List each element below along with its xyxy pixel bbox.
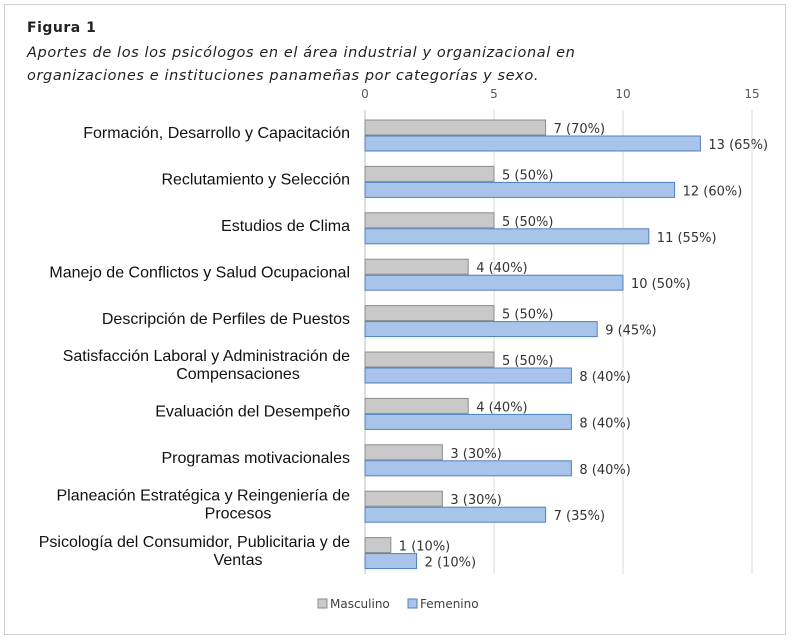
data-label: 5 (50%) (502, 354, 553, 369)
figure-caption: Aportes de los los psicólogos en el área… (27, 45, 576, 84)
data-label: 13 (65%) (708, 138, 768, 153)
bar-masculino (364, 119, 547, 136)
data-label: 3 (30%) (450, 493, 501, 508)
x-tick-label: 15 (744, 87, 759, 101)
bar-masculino (364, 212, 495, 229)
x-tick-label: 10 (615, 87, 630, 101)
data-label: 1 (10%) (399, 540, 450, 555)
bar-masculino (364, 490, 443, 507)
data-label: 5 (50%) (502, 308, 553, 323)
legend-swatch (407, 598, 418, 609)
bar-femenino (364, 321, 598, 338)
x-tick-label: 5 (490, 87, 498, 101)
bar-masculino (364, 537, 392, 554)
category-label: Manejo de Conflictos y Salud Ocupacional (49, 264, 350, 281)
chart-frame (4, 4, 786, 635)
bar-femenino (364, 367, 572, 384)
category-label: Formación, Desarrollo y Capacitación (83, 125, 350, 142)
category-label: Satisfacción Laboral y Administración de… (63, 348, 350, 383)
data-label: 5 (50%) (502, 168, 553, 183)
data-label: 8 (40%) (579, 463, 630, 478)
legend-swatch (317, 598, 328, 609)
bar-masculino (364, 165, 495, 182)
legend-label: Femenino (420, 597, 479, 611)
data-label: 8 (40%) (579, 416, 630, 431)
figure-label: Figura 1 (27, 20, 97, 36)
bar-femenino (364, 506, 547, 523)
bar-masculino (364, 305, 495, 322)
category-label: Estudios de Clima (221, 218, 350, 235)
bar-femenino (364, 553, 418, 570)
bar-femenino (364, 274, 624, 291)
bar-femenino (364, 135, 701, 152)
data-label: 5 (50%) (502, 215, 553, 230)
data-label: 12 (60%) (683, 184, 743, 199)
bar-masculino (364, 351, 495, 368)
bar-masculino (364, 444, 443, 461)
data-label: 11 (55%) (657, 231, 717, 246)
x-tick-label: 0 (361, 87, 369, 101)
category-label: Descripción de Perfiles de Puestos (102, 311, 350, 328)
category-label: Psicología del Consumidor, Publicitaria … (39, 534, 350, 569)
bar-femenino (364, 413, 572, 430)
data-label: 4 (40%) (476, 400, 527, 415)
bar-masculino (364, 397, 469, 414)
category-label: Programas motivacionales (161, 450, 350, 467)
category-label: Evaluación del Desempeño (155, 404, 350, 421)
data-label: 7 (70%) (554, 122, 605, 137)
data-label: 9 (45%) (605, 324, 656, 339)
data-label: 7 (35%) (554, 509, 605, 524)
data-label: 10 (50%) (631, 277, 691, 292)
category-label: Reclutamiento y Selección (161, 172, 350, 189)
data-label: 4 (40%) (476, 261, 527, 276)
bar-masculino (364, 258, 469, 275)
bar-femenino (364, 228, 650, 245)
bar-femenino (364, 181, 676, 198)
bar-femenino (364, 460, 572, 477)
data-label: 3 (30%) (450, 447, 501, 462)
data-label: 2 (10%) (425, 556, 476, 571)
category-label: Planeación Estratégica y Reingeniería de… (56, 487, 350, 522)
legend-label: Masculino (330, 597, 390, 611)
data-label: 8 (40%) (579, 370, 630, 385)
